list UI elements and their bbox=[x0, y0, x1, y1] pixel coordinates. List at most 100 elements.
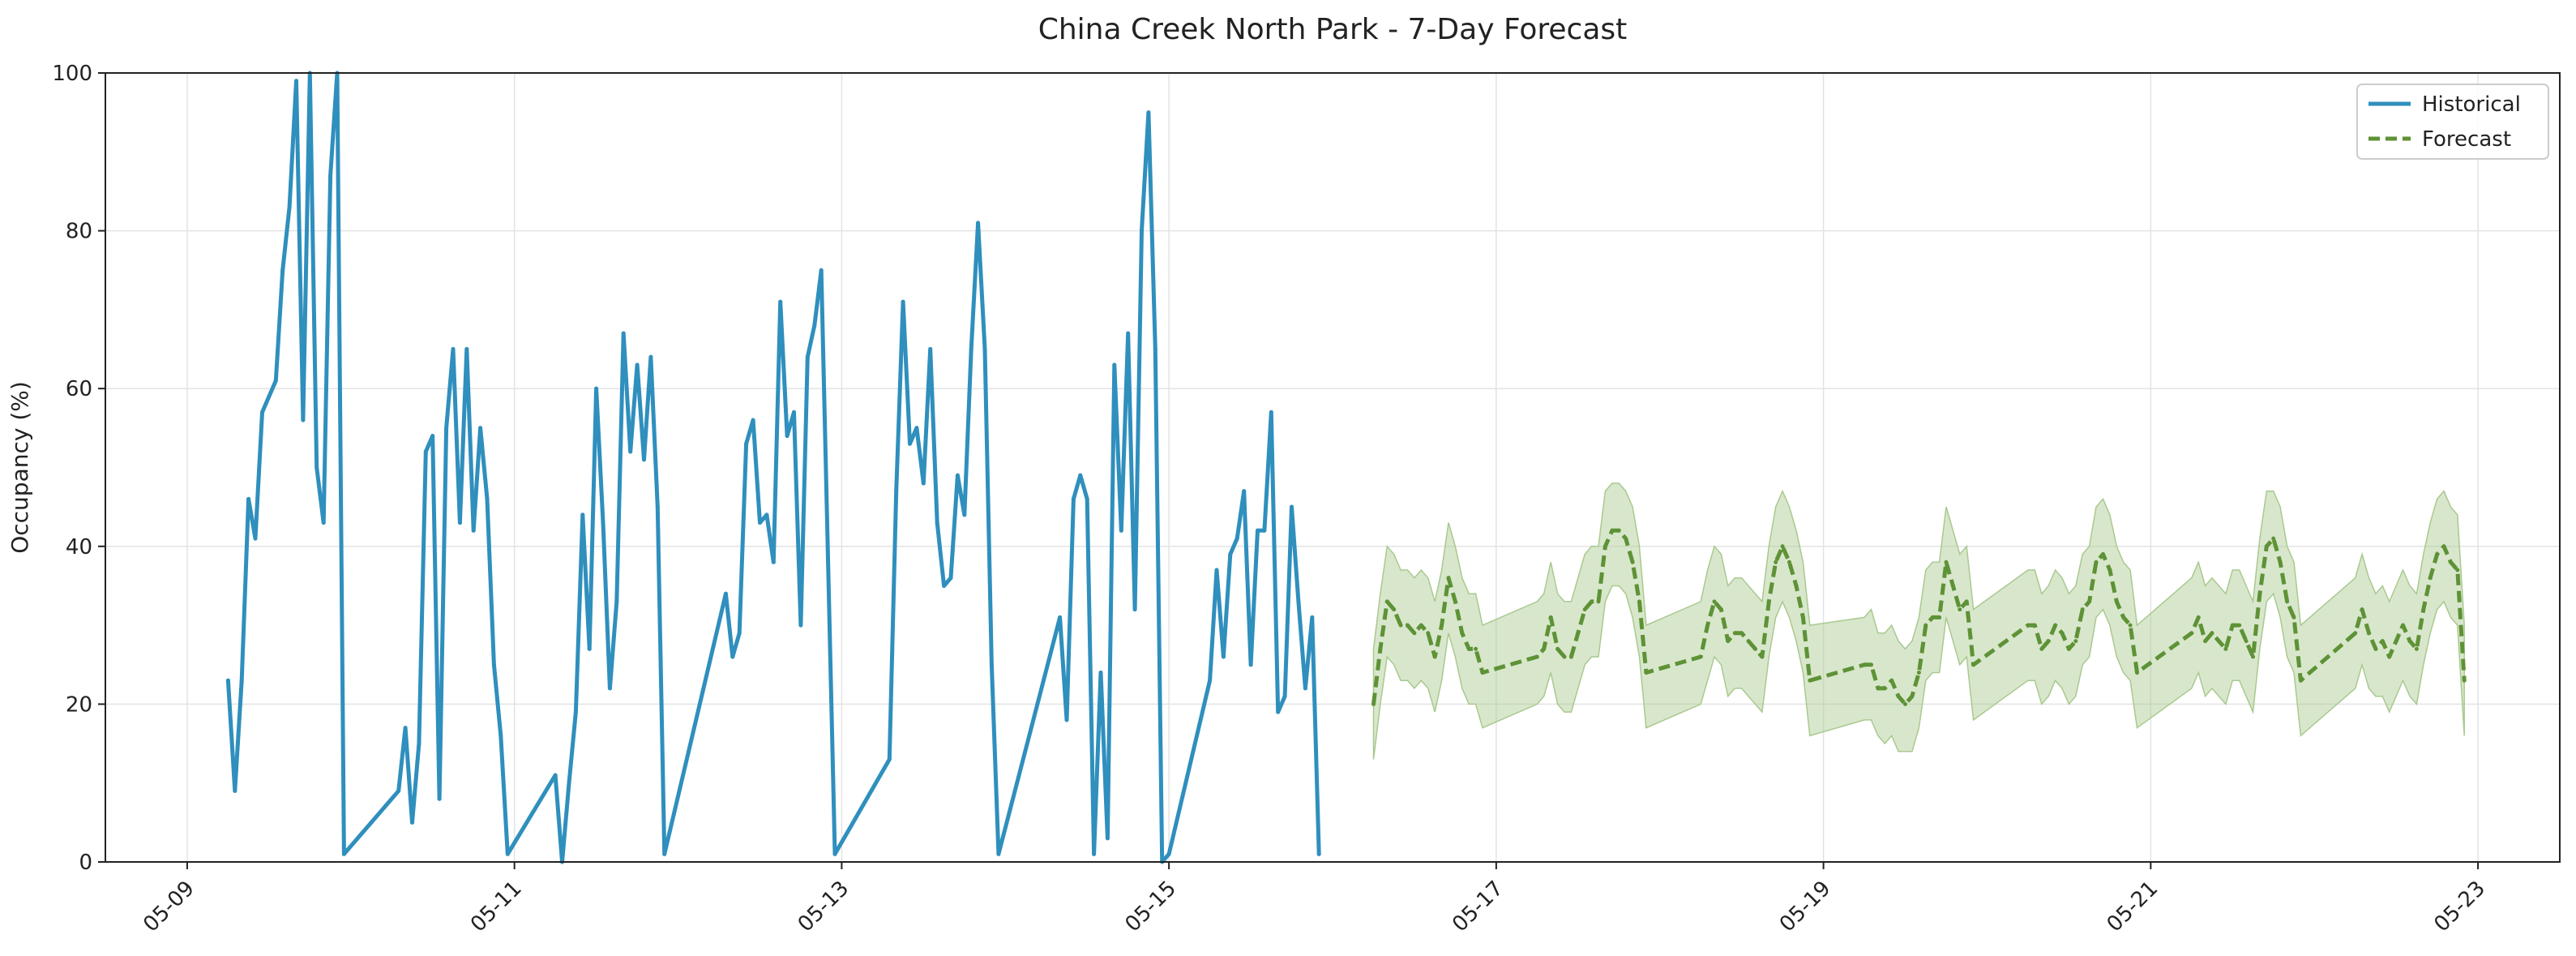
forecast-point bbox=[1582, 607, 1587, 612]
forecast-point bbox=[2401, 623, 2405, 628]
historical-point bbox=[1310, 615, 1315, 619]
historical-point bbox=[567, 781, 571, 786]
y-tick-label: 0 bbox=[79, 851, 92, 875]
historical-point bbox=[478, 426, 483, 431]
historical-point bbox=[1153, 347, 1157, 351]
historical-point bbox=[614, 599, 619, 604]
historical-point bbox=[1256, 528, 1260, 533]
historical-point bbox=[887, 757, 892, 761]
forecast-point bbox=[2251, 654, 2255, 659]
historical-point bbox=[471, 528, 476, 533]
historical-point bbox=[451, 347, 456, 351]
historical-point bbox=[260, 409, 264, 414]
historical-point bbox=[642, 457, 646, 462]
historical-point bbox=[737, 631, 742, 636]
forecast-point bbox=[1937, 615, 1942, 619]
x-tick-label: 05-13 bbox=[794, 877, 854, 937]
forecast-point bbox=[2373, 646, 2378, 651]
forecast-point bbox=[2387, 654, 2392, 659]
forecast-point bbox=[1882, 686, 1887, 691]
gridlines bbox=[105, 72, 2560, 863]
historical-point bbox=[1140, 229, 1144, 234]
historical-point bbox=[594, 386, 599, 391]
forecast-point bbox=[1419, 623, 1423, 628]
forecast-point bbox=[2087, 599, 2092, 604]
forecast-point bbox=[2128, 623, 2133, 628]
historical-point bbox=[935, 521, 939, 525]
forecast-point bbox=[1903, 701, 1907, 706]
historical-point bbox=[233, 788, 237, 793]
historical-point bbox=[771, 559, 776, 564]
forecast-point bbox=[2189, 631, 2194, 636]
x-tick-label: 05-21 bbox=[2103, 877, 2163, 937]
historical-point bbox=[819, 268, 824, 272]
historical-point bbox=[635, 362, 640, 367]
historical-point bbox=[1296, 599, 1301, 604]
x-tick-label: 05-09 bbox=[139, 877, 199, 937]
forecast-point bbox=[1971, 662, 1976, 667]
historical-point bbox=[1303, 686, 1307, 691]
historical-point bbox=[744, 441, 749, 446]
forecast-point bbox=[2237, 623, 2242, 628]
forecast-point bbox=[1753, 646, 1757, 651]
historical-point bbox=[982, 347, 987, 351]
historical-point bbox=[832, 851, 837, 856]
historical-point bbox=[805, 354, 810, 359]
historical-point bbox=[962, 512, 967, 517]
forecast-point bbox=[1712, 599, 1717, 604]
forecast-point bbox=[1480, 671, 1485, 675]
historical-point bbox=[1214, 568, 1219, 572]
forecast-point bbox=[2367, 631, 2371, 636]
chart-title: China Creek North Park - 7-Day Forecast bbox=[1038, 13, 1628, 46]
forecast-point bbox=[1453, 599, 1457, 604]
historical-point bbox=[505, 851, 510, 856]
forecast-point bbox=[1732, 631, 1737, 636]
historical-point bbox=[1119, 528, 1123, 533]
historical-point bbox=[287, 204, 292, 209]
forecast-point bbox=[1944, 559, 1949, 564]
historical-point bbox=[1105, 836, 1110, 841]
forecast-point bbox=[2435, 552, 2440, 556]
historical-point bbox=[764, 512, 769, 517]
forecast-point bbox=[2196, 615, 2201, 619]
historical-point bbox=[730, 654, 735, 659]
forecast-point bbox=[2448, 559, 2453, 564]
forecast-band-layer bbox=[1372, 482, 2465, 760]
forecast-point bbox=[2039, 646, 2044, 651]
legend-historical-label: Historical bbox=[2422, 92, 2521, 117]
historical-point bbox=[655, 504, 660, 509]
forecast-point bbox=[2285, 599, 2290, 604]
historical-point bbox=[948, 576, 953, 581]
forecast-point bbox=[2441, 544, 2446, 549]
forecast-point bbox=[1739, 631, 1744, 636]
forecast-point bbox=[2216, 639, 2221, 644]
historical-point bbox=[423, 449, 428, 454]
historical-point bbox=[921, 481, 926, 486]
forecast-point bbox=[1630, 559, 1635, 564]
forecast-point bbox=[1808, 678, 1812, 683]
forecast-point bbox=[2455, 568, 2460, 572]
historical-point bbox=[798, 623, 803, 628]
x-tick-label: 05-23 bbox=[2429, 877, 2490, 937]
forecast-point bbox=[1760, 654, 1765, 659]
forecast-point bbox=[1603, 544, 1607, 549]
forecast-point bbox=[2032, 623, 2037, 628]
forecast-point bbox=[2223, 646, 2228, 651]
historical-point bbox=[942, 584, 947, 588]
historical-point bbox=[989, 662, 994, 667]
historical-point bbox=[294, 79, 298, 84]
forecast-point bbox=[2066, 646, 2071, 651]
forecast-point bbox=[1555, 646, 1560, 651]
legend-forecast-label: Forecast bbox=[2422, 127, 2511, 152]
forecast-point bbox=[2121, 615, 2126, 619]
forecast-point bbox=[2046, 639, 2051, 644]
historical-point bbox=[914, 426, 919, 431]
historical-point bbox=[396, 788, 401, 793]
forecast-point bbox=[1910, 694, 1915, 699]
historical-point bbox=[253, 536, 258, 541]
x-tick-label: 05-17 bbox=[1448, 877, 1508, 937]
historical-point bbox=[280, 268, 285, 272]
forecast-point bbox=[1930, 615, 1935, 619]
historical-point bbox=[246, 496, 251, 501]
